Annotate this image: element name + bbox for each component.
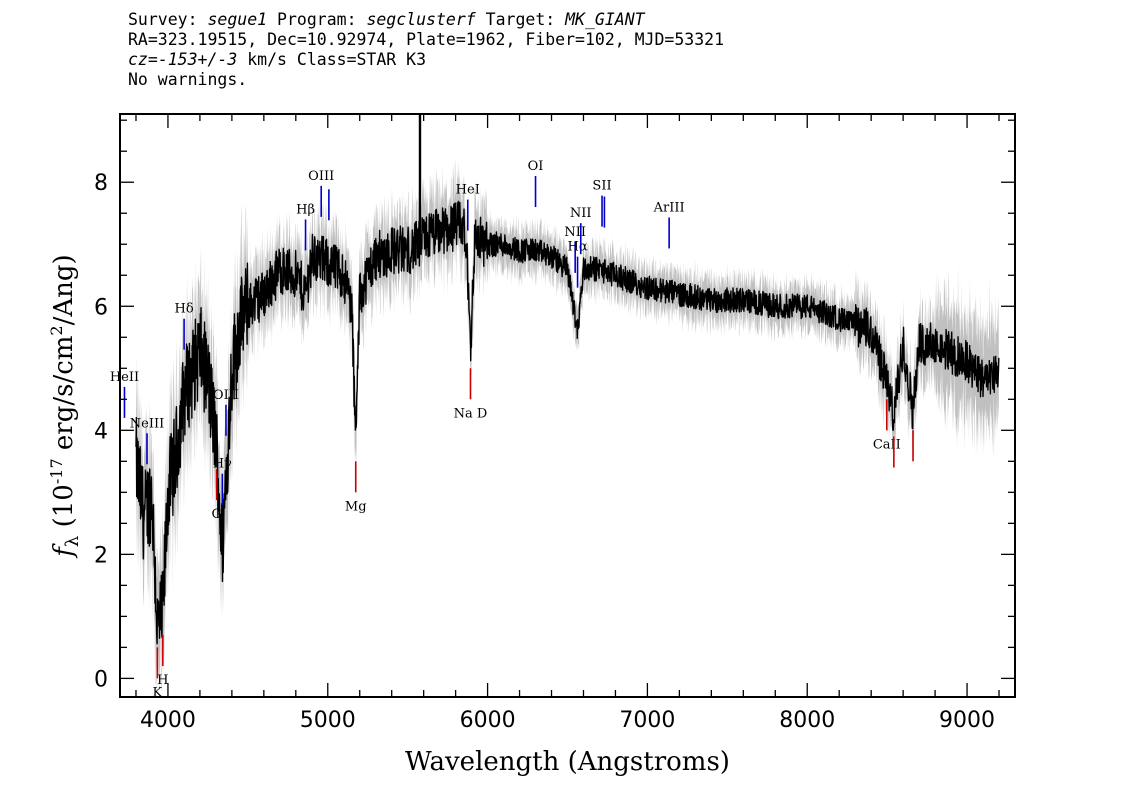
class-text: km/s Class=STAR K3 [237, 50, 427, 69]
error-band-layer [135, 159, 999, 691]
emission-line-label: OIII [308, 169, 334, 184]
emission-line-label: NII [564, 225, 586, 240]
flux-error-band [135, 159, 999, 691]
survey-label: Survey: [128, 10, 208, 29]
emission-line-label: NII [570, 206, 592, 221]
cz-value: -153+/-3 [157, 50, 238, 69]
x-tick-label: 4000 [140, 708, 196, 733]
spectrum-header: Survey: segue1 Program: segclusterf Targ… [128, 10, 724, 90]
survey-value: segue1 [207, 10, 268, 29]
y-tick-label: 6 [94, 295, 108, 320]
cz-label: cz= [128, 50, 158, 69]
target-value: MK_GIANT [565, 10, 645, 29]
x-tick-label: 6000 [460, 708, 516, 733]
y-tick-label: 0 [94, 667, 108, 692]
emission-line-label: ArIII [653, 200, 685, 215]
plot-frame [119, 113, 1016, 698]
flux-line [135, 200, 1000, 645]
y-tick-label: 2 [94, 543, 108, 568]
header-line-survey: Survey: segue1 Program: segclusterf Targ… [128, 10, 724, 30]
target-label: Target: [475, 10, 566, 29]
flux-layer [135, 114, 1000, 645]
header-line-coordinates: RA=323.19515, Dec=10.92974, Plate=1962, … [128, 30, 725, 49]
emission-line-label: OI [528, 159, 544, 174]
emission-line-label: Hδ [175, 302, 194, 317]
emission-line-label: HeII [110, 370, 139, 385]
y-axis-title: fλ (10-17 erg/s/cm2/Ang) [47, 254, 83, 558]
emission-line-label: SII [592, 179, 611, 194]
absorption-line-label: Mg [345, 499, 367, 514]
absorption-line-label: CaII [873, 437, 901, 452]
program-label: Program: [267, 10, 367, 29]
emission-line-label: Hγ [213, 457, 232, 472]
emission-line-label: HeI [456, 183, 480, 198]
y-axis-title-text: fλ (10-17 erg/s/cm2/Ang) [47, 254, 83, 558]
absorption-line-label: Na D [454, 406, 488, 421]
emission-line-label: NeIII [130, 416, 164, 431]
spectral-line-markers: HeIINeIIIHδHγOIIIHβOIIIHeIOINIIHαNIISIIA… [110, 159, 914, 700]
absorption-line-label: H [157, 673, 168, 688]
absorption-line-label: G [211, 507, 221, 522]
y-tick-label: 8 [94, 171, 108, 196]
header-line-warnings: No warnings. [128, 70, 248, 89]
x-tick-label: 9000 [939, 708, 995, 733]
y-tick-label: 4 [94, 419, 108, 444]
emission-line-label: Hβ [296, 202, 315, 217]
header-line-redshift: cz=-153+/-3 km/s Class=STAR K3 [128, 50, 724, 70]
x-tick-label: 5000 [300, 708, 356, 733]
emission-line-label: OIII [213, 388, 239, 403]
x-tick-label: 7000 [619, 708, 675, 733]
program-value: segclusterf [366, 10, 476, 29]
x-tick-label: 8000 [779, 708, 835, 733]
y-axis: 0 2 4 6 8 [94, 119, 1015, 692]
x-axis-title: Wavelength (Angstroms) [405, 747, 730, 777]
emission-line-label: Hα [568, 240, 588, 255]
absorption-line-label: K [153, 685, 163, 700]
x-axis: 4000 5000 6000 7000 8000 9000 [135, 114, 1000, 733]
